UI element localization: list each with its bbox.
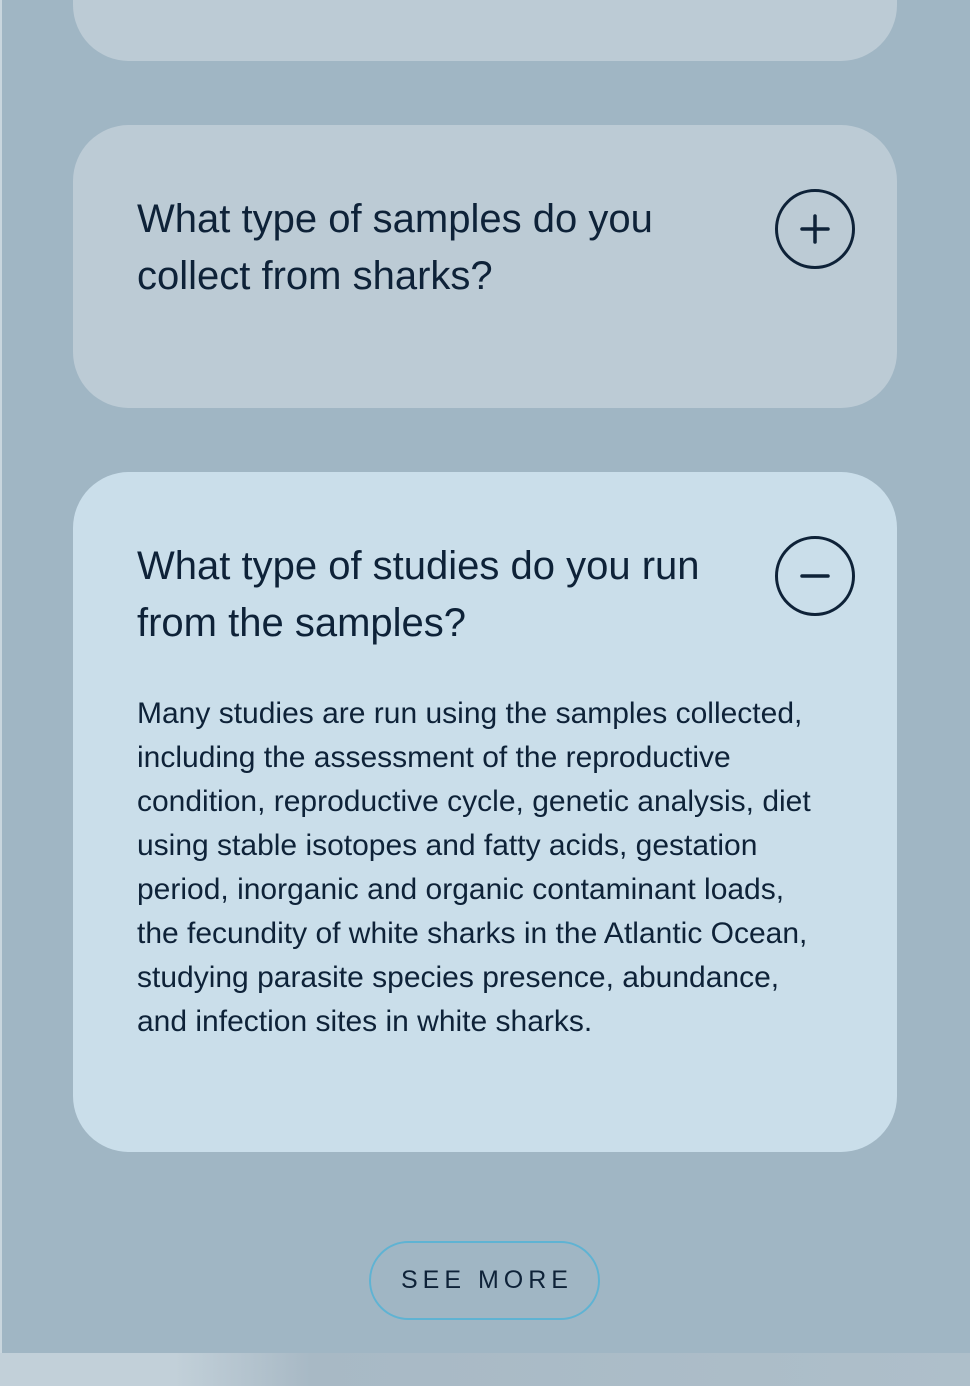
faq-item-previous[interactable] <box>73 0 897 61</box>
faq-answer: Many studies are run using the samples c… <box>137 697 811 1038</box>
faq-item-studies[interactable]: What type of studies do you run from the… <box>73 472 897 1152</box>
see-more-button[interactable]: SEE MORE <box>369 1241 600 1320</box>
page-left-edge <box>0 0 2 1386</box>
faq-question: What type of samples do you collect from… <box>137 197 653 298</box>
faq-question: What type of studies do you run from the… <box>137 544 700 645</box>
faq-item-samples[interactable]: What type of samples do you collect from… <box>73 125 897 408</box>
minus-icon <box>800 574 830 578</box>
footer-strip <box>0 1353 970 1386</box>
plus-icon <box>800 214 830 244</box>
collapse-toggle-button[interactable] <box>775 536 855 616</box>
expand-toggle-button[interactable] <box>775 189 855 269</box>
